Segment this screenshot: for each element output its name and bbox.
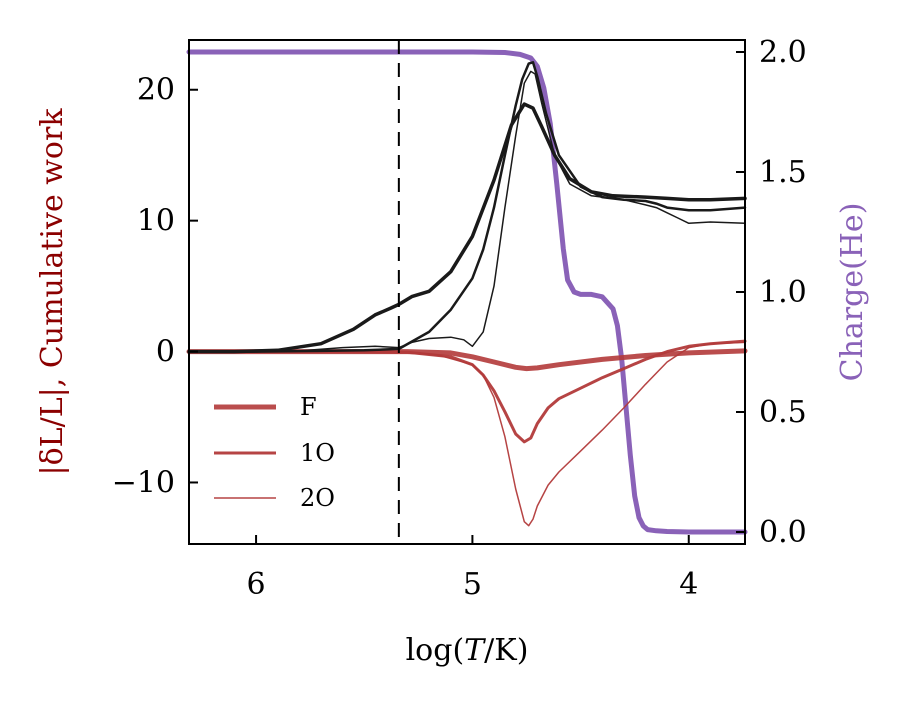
y-right-tick-label: 0.5 <box>759 395 807 430</box>
series-cumwork-1o <box>187 339 747 444</box>
y-left-axis-label: |δL/L|, Cumulative work <box>35 108 70 476</box>
x-tick-label: 4 <box>679 567 698 602</box>
legend-label-1o: 1O <box>300 439 335 467</box>
y-right-tick-label: 2.0 <box>759 35 807 70</box>
plot-frame <box>188 39 746 545</box>
y-right-tick-label: 0.0 <box>759 515 807 550</box>
series-dl-l-f <box>187 102 747 354</box>
x-tick-label: 6 <box>247 567 266 602</box>
y-left-label-dl: |δL/L| <box>35 387 70 475</box>
series-cumwork-2o <box>188 341 746 527</box>
legend-label-2o: 2O <box>300 484 335 512</box>
y-right-axis-label: Charge(He) <box>835 203 870 382</box>
legend-label-f: F <box>300 393 317 421</box>
y-right-tick-label: 1.5 <box>759 155 807 190</box>
x-tick-label: 5 <box>463 567 482 602</box>
series-charge-he <box>186 49 748 535</box>
series-dl-l-1o <box>187 61 747 353</box>
x-axis-label: log(T/K) <box>406 633 529 668</box>
series-dl-l-2o <box>188 70 746 353</box>
y-left-label-work: , Cumulative work <box>35 108 70 388</box>
y-left-tick-label: 20 <box>137 73 175 108</box>
y-left-tick-label: 0 <box>156 335 175 370</box>
y-left-tick-label: −10 <box>112 465 175 500</box>
legend: F 1O 2O <box>214 393 335 512</box>
y-left-tick-label: 10 <box>137 204 175 239</box>
y-right-tick-label: 1.0 <box>759 275 807 310</box>
